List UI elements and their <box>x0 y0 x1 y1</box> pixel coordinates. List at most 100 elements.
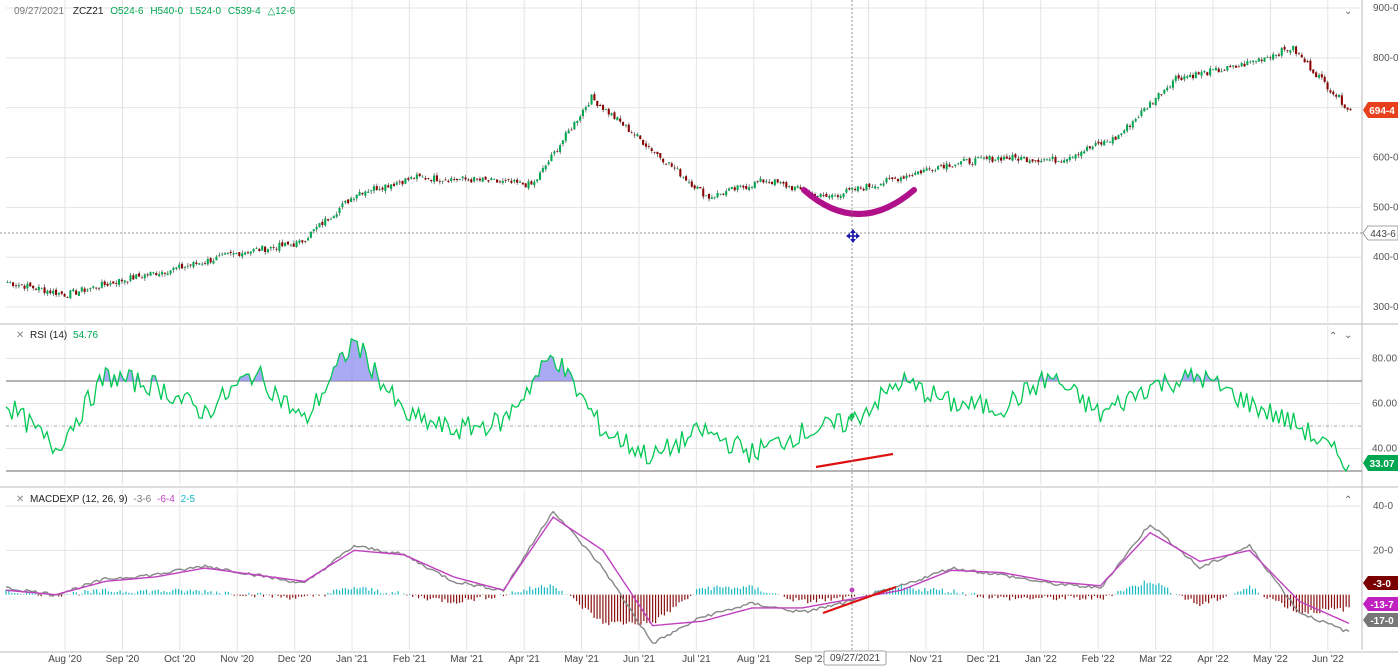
candle-body <box>1045 159 1048 161</box>
candle-body <box>370 190 373 192</box>
candle-body <box>982 157 985 159</box>
macd-close-icon[interactable]: ✕ <box>16 494 24 505</box>
candle-body <box>859 187 862 189</box>
candle-body <box>581 109 584 117</box>
candle-body <box>372 186 375 191</box>
candle-body <box>656 151 659 155</box>
candle-body <box>404 178 407 184</box>
rsi-overbought-fill <box>6 338 1350 381</box>
candle-body <box>799 187 802 190</box>
x-tick-label: Dec '20 <box>278 654 312 665</box>
candle-body <box>1154 98 1157 105</box>
candle-body <box>281 242 284 247</box>
candle-body <box>1074 154 1077 159</box>
candle-body <box>753 181 756 189</box>
candle-body <box>1326 82 1329 90</box>
candle-body <box>496 179 499 183</box>
candle-body <box>1022 157 1026 159</box>
candle-body <box>785 182 788 188</box>
candle-body <box>579 116 582 121</box>
candle-body <box>490 178 493 181</box>
macd-panel[interactable] <box>5 510 1350 644</box>
candle-body <box>1214 67 1217 71</box>
candle-body <box>438 181 441 183</box>
candle-body <box>501 180 504 184</box>
candle-body <box>1120 133 1123 135</box>
candle-body <box>243 252 247 255</box>
candle-body <box>20 284 23 286</box>
candle-body <box>853 188 857 191</box>
candle-body <box>1274 55 1278 56</box>
candle-body <box>63 294 66 297</box>
candle-body <box>450 178 453 181</box>
candle-body <box>1148 102 1152 108</box>
candle-body <box>730 187 733 189</box>
candle-body <box>599 104 602 107</box>
candle-body <box>46 290 49 294</box>
candle-body <box>573 121 576 130</box>
rsi-collapse-down-icon[interactable]: ⌄ <box>1344 330 1352 341</box>
candle-body <box>939 165 942 167</box>
candle-body <box>80 287 83 292</box>
candle-body <box>616 117 619 121</box>
candle-body <box>29 282 32 287</box>
candle-body <box>822 194 825 196</box>
candle-body <box>593 94 596 101</box>
candle-body <box>415 174 418 179</box>
candle-body <box>1292 45 1295 51</box>
candle-body <box>1166 87 1169 91</box>
macd-v3: 2-5 <box>181 494 196 505</box>
price-panel[interactable] <box>6 44 1352 299</box>
candle-body <box>1126 124 1129 131</box>
x-tick-label: Feb '22 <box>1082 654 1115 665</box>
candle-body <box>636 134 639 137</box>
candle-body <box>1169 86 1172 88</box>
candle-body <box>1183 76 1186 80</box>
candle-body <box>241 253 244 257</box>
price-collapse-icon[interactable]: ⌄ <box>1344 6 1352 17</box>
candle-body <box>710 197 713 200</box>
candle-body <box>381 187 384 190</box>
candle-body <box>57 292 60 295</box>
candle-body <box>914 172 917 175</box>
candle-body <box>203 263 206 264</box>
candle-body <box>705 195 708 197</box>
macd-collapse-icon[interactable]: ⌃ <box>1344 495 1352 506</box>
candle-body <box>332 216 335 219</box>
candle-body <box>355 194 358 199</box>
candle-body <box>1025 157 1028 163</box>
candle-body <box>367 191 370 193</box>
candle-body <box>427 178 430 179</box>
candle-body <box>32 285 35 289</box>
candle-body <box>928 168 931 170</box>
candle-body <box>516 179 519 183</box>
candle-body <box>1234 65 1237 68</box>
x-tick-label: Nov '20 <box>220 654 254 665</box>
candle-body <box>619 118 622 122</box>
candle-body <box>604 109 607 110</box>
candle-body <box>43 287 46 294</box>
macd-signal-line <box>5 516 1350 627</box>
candle-body <box>387 185 390 188</box>
header-close: C539-4 <box>228 6 261 17</box>
candle-body <box>364 191 367 196</box>
rsi-panel[interactable] <box>5 337 1362 473</box>
candle-body <box>1128 125 1131 127</box>
candle-body <box>842 193 845 198</box>
candle-body <box>1206 72 1209 76</box>
rsi-close-icon[interactable]: ✕ <box>16 330 24 341</box>
candle-body <box>470 179 473 183</box>
candle-body <box>659 153 662 158</box>
candle-body <box>238 252 241 256</box>
candle-body <box>1140 110 1143 116</box>
candle-body <box>1309 60 1312 71</box>
candle-body <box>894 177 897 179</box>
x-tick-label: Feb '21 <box>393 654 426 665</box>
candle-body <box>1180 77 1183 81</box>
rsi-header: RSI (14) 54.76 <box>30 330 98 341</box>
rsi-collapse-up-icon[interactable]: ⌃ <box>1329 331 1337 342</box>
candle-body <box>1017 158 1020 161</box>
candle-body <box>401 180 404 185</box>
candle-body <box>1065 159 1068 162</box>
candle-body <box>9 282 12 284</box>
